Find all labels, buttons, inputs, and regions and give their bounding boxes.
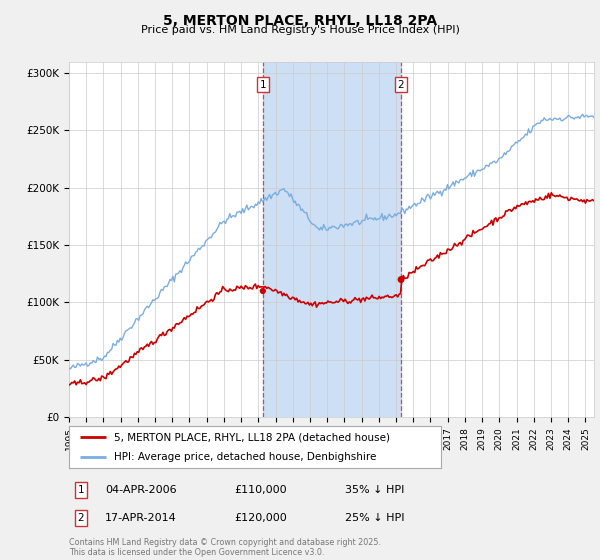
Text: Contains HM Land Registry data © Crown copyright and database right 2025.
This d: Contains HM Land Registry data © Crown c… xyxy=(69,538,381,557)
Text: 04-APR-2006: 04-APR-2006 xyxy=(105,485,176,495)
Text: 1: 1 xyxy=(260,80,266,90)
Text: £120,000: £120,000 xyxy=(234,513,287,523)
Text: 25% ↓ HPI: 25% ↓ HPI xyxy=(345,513,404,523)
Text: 17-APR-2014: 17-APR-2014 xyxy=(105,513,177,523)
Text: 1: 1 xyxy=(77,485,85,495)
Point xyxy=(396,275,406,284)
Text: £110,000: £110,000 xyxy=(234,485,287,495)
Point xyxy=(258,287,268,296)
Text: 35% ↓ HPI: 35% ↓ HPI xyxy=(345,485,404,495)
Text: 5, MERTON PLACE, RHYL, LL18 2PA (detached house): 5, MERTON PLACE, RHYL, LL18 2PA (detache… xyxy=(113,432,389,442)
Text: HPI: Average price, detached house, Denbighshire: HPI: Average price, detached house, Denb… xyxy=(113,452,376,462)
Text: 5, MERTON PLACE, RHYL, LL18 2PA: 5, MERTON PLACE, RHYL, LL18 2PA xyxy=(163,14,437,28)
Text: 2: 2 xyxy=(77,513,85,523)
Text: Price paid vs. HM Land Registry's House Price Index (HPI): Price paid vs. HM Land Registry's House … xyxy=(140,25,460,35)
Bar xyxy=(263,62,401,417)
Text: 2: 2 xyxy=(398,80,404,90)
